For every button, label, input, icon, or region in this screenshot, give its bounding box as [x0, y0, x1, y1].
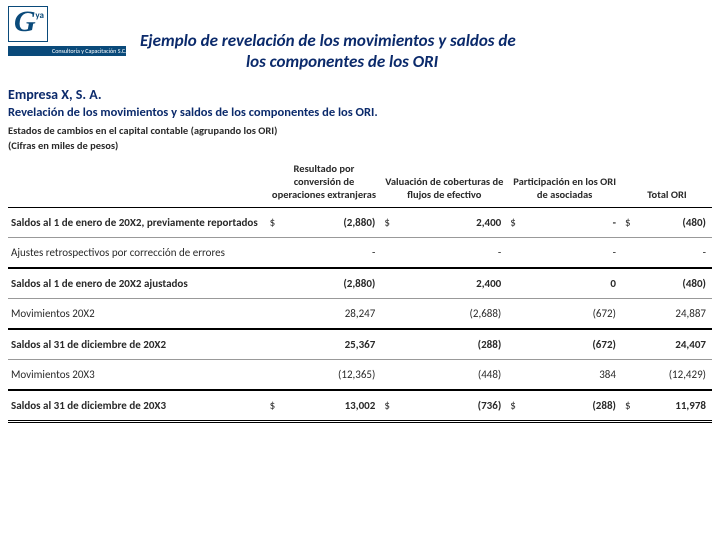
financial-table: Resultado por conversión de operaciones … [8, 160, 712, 423]
title-line-2: los componentes de los ORI [140, 51, 700, 72]
currency-symbol [381, 268, 399, 298]
row-label: Ajustes retrospectivos por corrección de… [8, 238, 267, 268]
col-header-4: Total ORI [622, 160, 712, 208]
col-header-1: Resultado por conversión de operaciones … [267, 160, 382, 208]
cell-value: - [525, 208, 622, 238]
table-row: Saldos al 1 de enero de 20X2 ajustados (2… [8, 268, 712, 298]
cell-value: 2,400 [399, 208, 507, 238]
row-label: Saldos al 1 de enero de 20X2, previament… [8, 208, 267, 238]
currency-symbol [622, 329, 640, 359]
table-row: Movimientos 20X3 (12,365) (448) 384 (12,429) [8, 360, 712, 390]
table-row: Ajustes retrospectivos por corrección de… [8, 238, 712, 268]
cell-value: (672) [525, 329, 622, 359]
report-subtitle-1: Estados de cambios en el capital contabl… [8, 124, 712, 137]
logo-ya: ya [35, 10, 44, 21]
cell-value: 0 [525, 268, 622, 298]
logo-box: G ya [8, 6, 48, 42]
currency-symbol [267, 268, 285, 298]
currency-symbol [507, 329, 525, 359]
slide-title: Ejemplo de revelación de los movimientos… [140, 30, 700, 72]
currency-symbol: $ [381, 208, 399, 238]
cell-value: - [399, 238, 507, 268]
currency-symbol [267, 360, 285, 390]
table-row: Movimientos 20X2 28,247 (2,688) (672) 24,887 [8, 299, 712, 329]
row-label: Movimientos 20X3 [8, 360, 267, 390]
report-company: Empresa X, S. A. [8, 86, 712, 103]
cell-value: 24,887 [640, 299, 712, 329]
cell-value: (480) [640, 268, 712, 298]
logo-tagline: Consultoría y Capacitación S.C. [8, 46, 126, 56]
currency-symbol [267, 299, 285, 329]
currency-symbol: $ [267, 390, 285, 420]
report-subtitle-2: (Cifras en miles de pesos) [8, 139, 712, 152]
logo-g: G [14, 5, 36, 39]
cell-value: 13,002 [285, 390, 382, 420]
cell-value: 25,367 [285, 329, 382, 359]
table-header-row: Resultado por conversión de operaciones … [8, 160, 712, 208]
currency-symbol: $ [507, 208, 525, 238]
currency-symbol: $ [507, 390, 525, 420]
currency-symbol [507, 268, 525, 298]
col-header-3: Participación en los ORI de asociadas [507, 160, 622, 208]
currency-symbol [622, 238, 640, 268]
currency-symbol [267, 329, 285, 359]
cell-value: (12,365) [285, 360, 382, 390]
currency-symbol: $ [267, 208, 285, 238]
currency-symbol [507, 299, 525, 329]
col-header-2: Valuación de coberturas de flujos de efe… [381, 160, 507, 208]
currency-symbol [622, 268, 640, 298]
cell-value: 384 [525, 360, 622, 390]
cell-value: (288) [399, 329, 507, 359]
currency-symbol [507, 238, 525, 268]
cell-value: 24,407 [640, 329, 712, 359]
row-label: Saldos al 31 de diciembre de 20X3 [8, 390, 267, 420]
row-label: Saldos al 31 de diciembre de 20X2 [8, 329, 267, 359]
cell-value: (2,880) [285, 268, 382, 298]
row-label: Saldos al 1 de enero de 20X2 ajustados [8, 268, 267, 298]
currency-symbol [381, 360, 399, 390]
currency-symbol [381, 299, 399, 329]
cell-value: (736) [399, 390, 507, 420]
row-separator [8, 420, 712, 422]
table-row: Saldos al 1 de enero de 20X2, previament… [8, 208, 712, 238]
row-label: Movimientos 20X2 [8, 299, 267, 329]
cell-value: (448) [399, 360, 507, 390]
table-row: Saldos al 31 de diciembre de 20X2 25,367 (… [8, 329, 712, 359]
currency-symbol [381, 238, 399, 268]
cell-value: (12,429) [640, 360, 712, 390]
currency-symbol [507, 360, 525, 390]
cell-value: - [640, 238, 712, 268]
report-region: Empresa X, S. A. Revelación de los movim… [8, 86, 712, 423]
col-header-blank [8, 160, 267, 208]
cell-value: (2,880) [285, 208, 382, 238]
cell-value: (672) [525, 299, 622, 329]
logo: G ya Consultoría y Capacitación S.C. [8, 6, 126, 56]
cell-value: (288) [525, 390, 622, 420]
cell-value: - [285, 238, 382, 268]
table-row: Saldos al 31 de diciembre de 20X3$13,002… [8, 390, 712, 420]
logo-bar: Consultoría y Capacitación S.C. [8, 46, 126, 56]
report-title: Revelación de los movimientos y saldos d… [8, 105, 712, 120]
currency-symbol [622, 299, 640, 329]
cell-value: 11,978 [640, 390, 712, 420]
cell-value: - [525, 238, 622, 268]
cell-value: (2,688) [399, 299, 507, 329]
currency-symbol [622, 360, 640, 390]
cell-value: 28,247 [285, 299, 382, 329]
currency-symbol [381, 329, 399, 359]
cell-value: 2,400 [399, 268, 507, 298]
currency-symbol: $ [622, 390, 640, 420]
cell-value: (480) [640, 208, 712, 238]
currency-symbol: $ [381, 390, 399, 420]
currency-symbol [267, 238, 285, 268]
title-line-1: Ejemplo de revelación de los movimientos… [140, 30, 700, 51]
currency-symbol: $ [622, 208, 640, 238]
